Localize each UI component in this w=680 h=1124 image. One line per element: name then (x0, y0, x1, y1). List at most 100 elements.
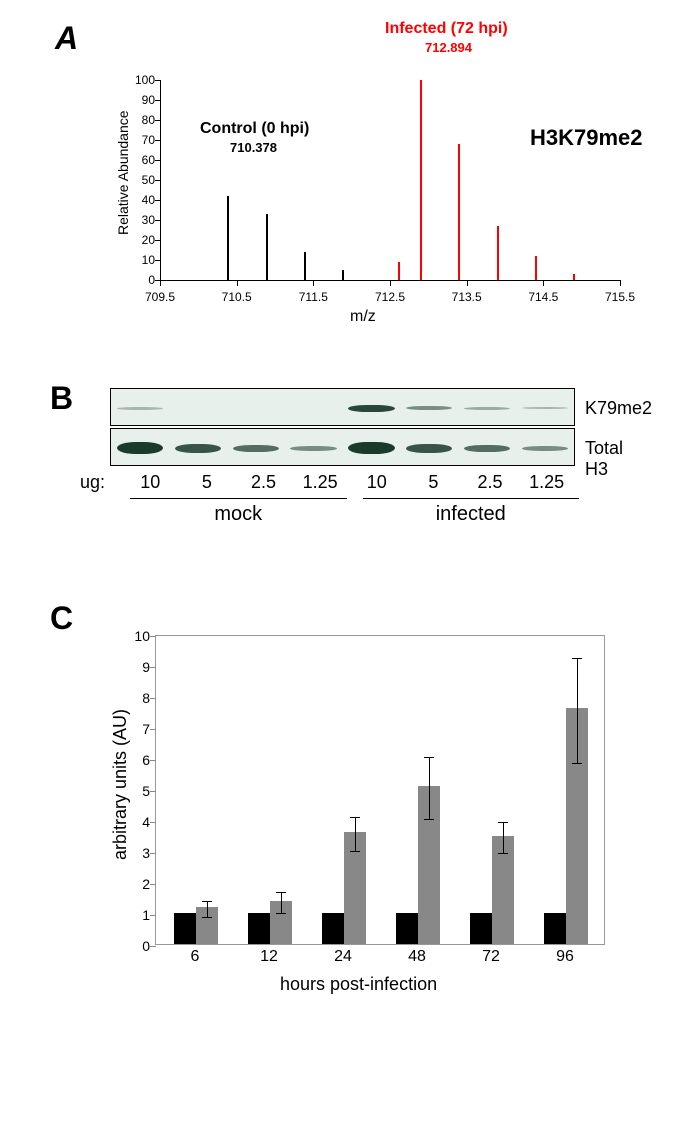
chart-c-ytick (150, 853, 156, 854)
blot-label-k79me2: K79me2 (585, 398, 652, 419)
ms-peak (573, 274, 575, 280)
blot-lane (458, 389, 516, 425)
error-cap (202, 901, 212, 902)
blot-band (348, 442, 394, 454)
error-cap (572, 658, 582, 659)
chart-a-ytick-label: 0 (130, 273, 155, 287)
chart-a-ytick-label: 90 (130, 93, 155, 107)
blot-band (117, 442, 163, 454)
blot-band (464, 445, 510, 452)
ms-peak (535, 256, 537, 280)
chart-a-ytick-label: 100 (130, 73, 155, 87)
blot-lane (458, 429, 516, 465)
ug-value: 1.25 (292, 472, 349, 493)
blot-row-totalh3 (110, 428, 575, 466)
error-bar (207, 901, 208, 917)
error-cap (202, 917, 212, 918)
ms-peak (227, 196, 229, 280)
error-cap (276, 913, 286, 914)
chart-a-ytick-label: 30 (130, 213, 155, 227)
bar (174, 913, 196, 944)
panel-b-label: B (50, 380, 73, 417)
ug-value: 5 (405, 472, 462, 493)
chart-a-ytick-label: 20 (130, 233, 155, 247)
blot-band (522, 407, 568, 409)
panel-c-label: C (50, 600, 73, 637)
ug-value: 5 (179, 472, 236, 493)
bar-chart: 012345678910 (155, 635, 605, 945)
chart-c-xtick-label: 12 (260, 948, 278, 966)
chart-c-ytick (150, 946, 156, 947)
condition-mock: mock (122, 498, 355, 526)
error-bar (577, 658, 578, 763)
chart-c-xtick-label: 96 (556, 948, 574, 966)
blot-band (348, 405, 394, 412)
chart-a-ytick-label: 80 (130, 113, 155, 127)
blot-band (464, 407, 510, 410)
chart-a-xtick (620, 280, 621, 286)
ug-row: ug: 1052.51.251052.51.25 (80, 472, 575, 493)
chart-a-ytick-label: 40 (130, 193, 155, 207)
chart-a-xtick (467, 280, 468, 286)
ug-prefix: ug: (80, 472, 122, 493)
chart-c-ytick (150, 822, 156, 823)
chart-c-ytick-label: 2 (128, 876, 150, 892)
chart-a-xtick-label: 714.5 (528, 290, 558, 304)
bar (248, 913, 270, 944)
ug-value: 10 (122, 472, 179, 493)
chart-c-xtick-label: 24 (334, 948, 352, 966)
ug-value: 10 (349, 472, 406, 493)
blot-label-totalh3: Total H3 (585, 438, 650, 480)
error-cap (424, 757, 434, 758)
condition-mock-label: mock (122, 503, 355, 526)
chart-c-ytick-label: 9 (128, 659, 150, 675)
chart-c-xtick-label: 72 (482, 948, 500, 966)
blot-lane (343, 389, 401, 425)
error-bar (503, 822, 504, 853)
chart-c-ytick (150, 667, 156, 668)
blot-row-k79me2 (110, 388, 575, 426)
ms-peak (304, 252, 306, 280)
blot-lane (227, 429, 285, 465)
chart-c-ytick (150, 636, 156, 637)
chart-c-xtick-label: 6 (191, 948, 200, 966)
condition-row: mock infected (122, 498, 587, 526)
ug-value: 1.25 (518, 472, 575, 493)
blot-band (233, 445, 279, 452)
blot-lane (227, 389, 285, 425)
chart-a-ylabel: Relative Abundance (115, 110, 131, 235)
chart-a-xtick-label: 710.5 (222, 290, 252, 304)
chart-a-ytick (155, 160, 161, 161)
chart-a-xtick (160, 280, 161, 286)
error-bar (429, 757, 430, 819)
chart-a-xtick-label: 712.5 (375, 290, 405, 304)
ug-value: 2.5 (462, 472, 519, 493)
error-cap (498, 822, 508, 823)
panel-b: B K79me2 Total H3 ug: 1052.51.251052.51.… (30, 380, 650, 570)
chart-a-xlabel: m/z (350, 308, 376, 326)
error-bar (281, 892, 282, 914)
ms-peak (266, 214, 268, 280)
chart-a-ytick-label: 60 (130, 153, 155, 167)
blot-band (290, 446, 336, 451)
infected-annotation: Infected (72 hpi) (385, 20, 508, 38)
chart-c-ytick-label: 0 (128, 938, 150, 954)
panel-a: A Infected (72 hpi) 712.894 H3K79me2 Con… (30, 20, 650, 350)
ms-peak (497, 226, 499, 280)
blot-lane (400, 389, 458, 425)
chart-c-ytick (150, 729, 156, 730)
chart-a-ytick (155, 140, 161, 141)
chart-a-ytick (155, 100, 161, 101)
mass-spectrum-chart: 0102030405060708090100709.5710.5711.5712… (160, 80, 620, 300)
blot-lane (169, 429, 227, 465)
blot-lane (111, 389, 169, 425)
blot-band (117, 407, 163, 410)
chart-c-ytick-label: 8 (128, 690, 150, 706)
panel-c: C arbitrary units (AU) 012345678910 hour… (30, 600, 650, 1010)
chart-a-ytick (155, 240, 161, 241)
error-cap (572, 763, 582, 764)
ms-peak (342, 270, 344, 280)
infected-mz-value: 712.894 (425, 40, 472, 55)
error-cap (350, 851, 360, 852)
chart-c-ytick-label: 5 (128, 783, 150, 799)
